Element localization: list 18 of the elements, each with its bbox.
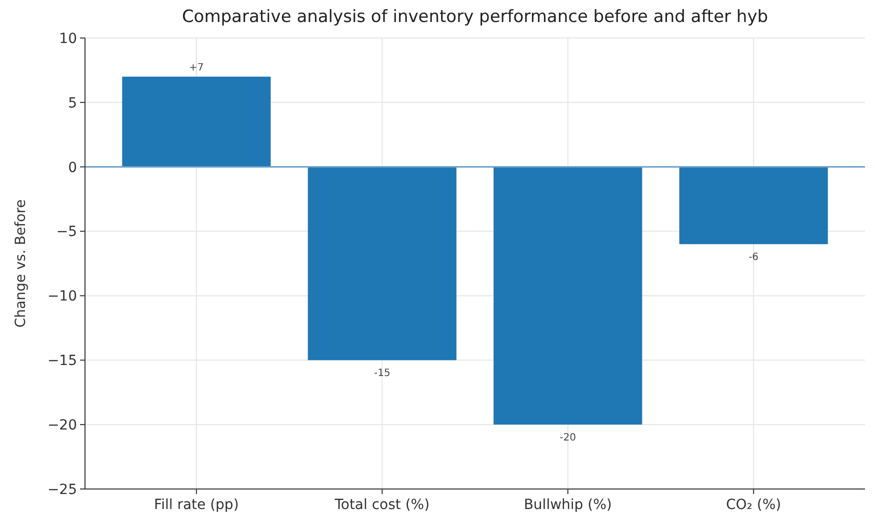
x-tick-label: Fill rate (pp)	[154, 497, 239, 513]
y-tick-label: 5	[68, 95, 77, 112]
y-tick-label: 10	[59, 30, 77, 47]
x-tick-label: Total cost (%)	[334, 497, 430, 513]
y-tick-label: −20	[47, 417, 77, 434]
data-label: -6	[748, 252, 759, 264]
y-axis-title: Change vs. Before	[13, 199, 29, 328]
chart-title: Comparative analysis of inventory performance before and after hyb	[182, 7, 768, 27]
data-label: -15	[374, 368, 390, 380]
data-label: -20	[560, 432, 576, 444]
y-tick-label: 0	[68, 160, 77, 176]
x-tick-label: CO₂ (%)	[726, 497, 782, 513]
data-label: +7	[189, 62, 204, 74]
y-tick-label: −15	[47, 353, 77, 370]
y-tick-label: −10	[47, 288, 77, 305]
x-tick-label: Bullwhip (%)	[524, 497, 612, 513]
y-tick-label: −25	[47, 482, 77, 498]
y-tick-label: −5	[56, 224, 77, 240]
